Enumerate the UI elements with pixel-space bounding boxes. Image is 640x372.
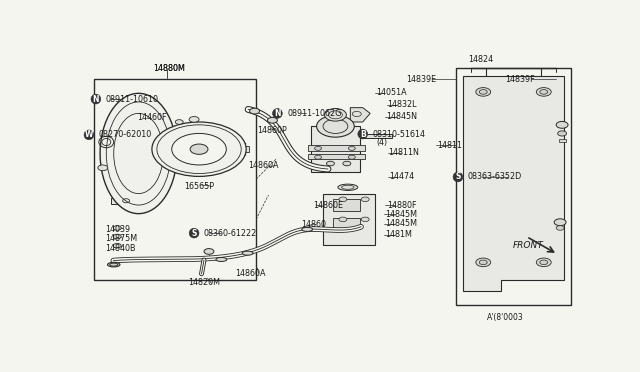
Text: S: S (455, 173, 461, 182)
Circle shape (536, 258, 551, 267)
Polygon shape (241, 146, 248, 152)
Text: 14860A: 14860A (249, 161, 279, 170)
Ellipse shape (108, 262, 120, 267)
Text: 14051A: 14051A (376, 88, 407, 97)
Circle shape (540, 90, 548, 94)
Circle shape (361, 217, 369, 222)
Text: 14474: 14474 (390, 173, 415, 182)
Ellipse shape (100, 93, 177, 214)
Circle shape (113, 243, 121, 248)
Circle shape (556, 226, 564, 230)
Text: 14820M: 14820M (188, 279, 220, 288)
Text: A'(8'0003: A'(8'0003 (486, 313, 524, 322)
Circle shape (339, 197, 347, 202)
Circle shape (204, 248, 214, 254)
Text: 14860: 14860 (301, 220, 326, 229)
Circle shape (317, 115, 355, 137)
Polygon shape (463, 76, 564, 291)
Circle shape (175, 120, 183, 124)
Text: 08310-51614: 08310-51614 (372, 129, 426, 138)
Text: S: S (191, 229, 196, 238)
Text: 08911-1062G: 08911-1062G (287, 109, 342, 118)
Circle shape (540, 260, 548, 264)
Text: 14839F: 14839F (506, 75, 535, 84)
Circle shape (339, 217, 347, 222)
Ellipse shape (216, 257, 227, 262)
Text: 14811: 14811 (437, 141, 462, 150)
Circle shape (250, 108, 260, 114)
Circle shape (361, 197, 369, 202)
Polygon shape (360, 134, 392, 138)
Text: 14880F: 14880F (387, 201, 417, 209)
Text: 14840B: 14840B (105, 244, 135, 253)
Circle shape (113, 226, 121, 230)
FancyBboxPatch shape (333, 199, 360, 211)
FancyBboxPatch shape (333, 218, 360, 230)
Polygon shape (328, 162, 333, 165)
Text: FRONT: FRONT (513, 241, 543, 250)
Circle shape (315, 155, 321, 159)
Circle shape (190, 144, 208, 154)
Text: 14875M: 14875M (105, 234, 137, 243)
Text: 14880M: 14880M (154, 64, 186, 73)
Circle shape (172, 134, 227, 165)
FancyBboxPatch shape (308, 154, 365, 159)
Circle shape (326, 161, 335, 166)
Text: 14811N: 14811N (388, 148, 419, 157)
Circle shape (536, 87, 551, 96)
Text: 14832L: 14832L (388, 100, 417, 109)
Polygon shape (350, 108, 370, 122)
Text: 14860A: 14860A (235, 269, 265, 278)
Circle shape (113, 234, 121, 239)
FancyBboxPatch shape (559, 139, 566, 142)
Text: 08911-10610: 08911-10610 (106, 94, 159, 103)
Circle shape (98, 165, 108, 171)
Text: W: W (84, 130, 93, 140)
Text: 14824: 14824 (468, 55, 493, 64)
Text: 14460F: 14460F (137, 113, 166, 122)
Circle shape (348, 146, 355, 150)
Text: 14845N: 14845N (387, 112, 417, 121)
Text: (4): (4) (376, 138, 388, 147)
Text: 14880M: 14880M (154, 64, 186, 73)
Polygon shape (323, 193, 375, 245)
Circle shape (556, 121, 568, 128)
Text: 14845M: 14845M (385, 210, 417, 219)
Text: 14860P: 14860P (257, 126, 287, 135)
Circle shape (315, 146, 321, 150)
Text: 1481M: 1481M (385, 230, 412, 239)
Ellipse shape (242, 251, 253, 255)
Text: 14039: 14039 (105, 225, 130, 234)
FancyBboxPatch shape (308, 145, 365, 151)
Ellipse shape (338, 184, 358, 190)
Circle shape (476, 258, 491, 267)
Circle shape (324, 109, 346, 121)
Text: N: N (274, 109, 281, 118)
Text: 14839E: 14839E (406, 74, 436, 83)
Text: 14860E: 14860E (314, 201, 344, 210)
Circle shape (554, 219, 566, 226)
Circle shape (268, 118, 277, 123)
Circle shape (348, 155, 355, 159)
Circle shape (476, 87, 491, 96)
Circle shape (479, 260, 487, 264)
Text: 08360-61222: 08360-61222 (204, 229, 257, 238)
Polygon shape (344, 162, 349, 165)
Text: 08363-6352D: 08363-6352D (468, 173, 522, 182)
Text: B: B (360, 129, 365, 138)
Circle shape (343, 161, 351, 166)
Circle shape (479, 90, 487, 94)
Circle shape (152, 122, 246, 176)
Circle shape (557, 131, 566, 136)
Circle shape (189, 116, 199, 122)
Text: N: N (93, 94, 99, 103)
Polygon shape (310, 126, 360, 172)
Text: 14845M: 14845M (385, 219, 417, 228)
Polygon shape (111, 198, 148, 203)
Text: 16565P: 16565P (184, 182, 214, 191)
Text: 08270-62010: 08270-62010 (99, 130, 152, 140)
Ellipse shape (301, 227, 312, 231)
